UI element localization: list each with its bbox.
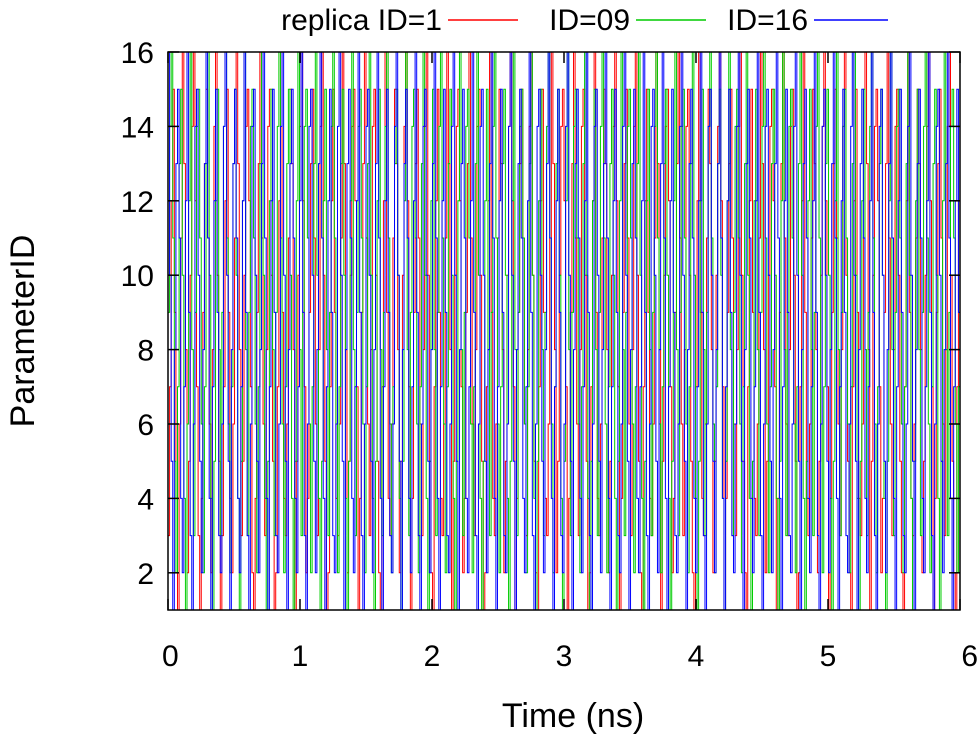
x-tick-label: 2 [424,640,441,673]
x-tick-label: 4 [688,640,705,673]
series-layer [168,51,961,611]
y-tick-label: 12 [121,186,154,219]
series-line-0 [168,51,961,611]
legend-label-replica-1: replica ID=1 [281,4,442,37]
x-tick-label: 3 [556,640,573,673]
y-tick-label: 2 [137,558,154,591]
y-tick-label: 8 [137,335,154,368]
y-tick-label: 16 [121,37,154,70]
y-tick-labels: 2 4 6 8 10 12 14 16 [121,37,154,591]
series-line-1 [168,51,961,611]
legend-label-id-09: ID=09 [549,4,630,37]
legend-label-id-16: ID=16 [727,4,808,37]
y-tick-label: 4 [137,483,154,516]
y-axis-label: ParameterID [4,235,42,428]
legend: replica ID=1 ID=09 ID=16 [281,4,888,37]
series-line-2 [168,51,961,611]
ticks-layer [167,51,961,610]
x-tick-label: 6 [961,640,978,673]
y-tick-label: 10 [121,260,154,293]
y-tick-label: 14 [121,111,154,144]
x-tick-label: 5 [820,640,837,673]
x-axis-label: Time (ns) [502,697,644,735]
y-tick-label: 6 [137,409,154,442]
x-tick-label: 0 [162,640,179,673]
x-tick-labels: 0 1 2 3 4 5 6 [162,640,978,673]
x-tick-label: 1 [292,640,309,673]
